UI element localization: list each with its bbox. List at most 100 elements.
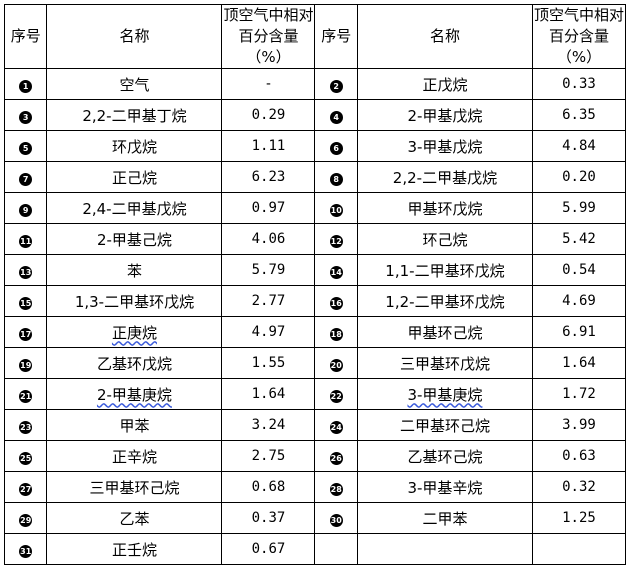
content-value: 4.06 — [251, 231, 286, 247]
table-body: 1 空气 - 2 正戊烷 0.33 3 2,2-二甲基丁烷 0.29 4 2-甲基戊烷 6.35 5 环戊… — [3, 68, 626, 565]
name-cell: 正庚烷 — [46, 316, 223, 348]
compound-name: 二甲基环己烷 — [399, 416, 490, 435]
table-row: 27 三甲基环己烷 0.68 28 3-甲基辛烷 0.32 — [3, 471, 626, 503]
content-value: 0.63 — [562, 448, 596, 464]
header-content-right: 顶空气中相对 百分含量（%） — [531, 4, 626, 69]
content-value: 5.99 — [562, 200, 596, 216]
seq-badge: 26 — [329, 452, 343, 465]
seq-badge: 7 — [19, 173, 33, 186]
compound-name: 苯 — [126, 261, 142, 280]
name-cell: 3-甲基戊烷 — [356, 130, 533, 162]
content-value: - — [264, 76, 273, 92]
header-content-line1: 顶空气中相对 — [533, 6, 624, 24]
content-cell: - — [221, 68, 316, 100]
table-row: 5 环戊烷 1.11 6 3-甲基戊烷 4.84 — [3, 130, 626, 162]
compound-name: 正戊烷 — [422, 75, 468, 94]
name-cell: 甲基环戊烷 — [356, 192, 533, 224]
seq-cell: 11 — [3, 223, 48, 255]
name-cell: 2,4-二甲基戊烷 — [46, 192, 223, 224]
content-cell: 0.20 — [531, 161, 626, 193]
compound-name: 1,1-二甲基环戊烷 — [385, 261, 505, 280]
seq-badge: 29 — [19, 514, 33, 527]
header-content-left: 顶空气中相对 百分含量（%） — [221, 4, 316, 69]
content-value: 0.67 — [251, 541, 286, 557]
content-cell: 6.35 — [531, 99, 626, 131]
seq-badge: 13 — [19, 266, 33, 279]
name-cell: 2-甲基庚烷 — [46, 378, 223, 410]
seq-cell: 18 — [314, 316, 358, 348]
content-value: 6.23 — [251, 169, 286, 185]
content-cell: 4.84 — [531, 130, 626, 162]
name-cell: 1,1-二甲基环戊烷 — [356, 254, 533, 286]
seq-badge: 3 — [19, 111, 33, 124]
compound-name: 正壬烷 — [111, 540, 157, 559]
table-row: 31 正壬烷 0.67 — [3, 533, 626, 565]
name-cell: 乙基环己烷 — [356, 440, 533, 472]
compound-name: 空气 — [119, 75, 150, 94]
name-cell: 正戊烷 — [356, 68, 533, 100]
seq-cell: 20 — [314, 347, 358, 379]
compound-name: 2-甲基戊烷 — [407, 106, 483, 125]
content-cell: 1.72 — [531, 378, 626, 410]
header-content-line2: 百分含量（%） — [238, 27, 299, 66]
seq-badge: 5 — [19, 142, 33, 155]
name-cell: 2,2-二甲基戊烷 — [356, 161, 533, 193]
seq-badge: 4 — [329, 111, 343, 124]
name-cell: 甲基环己烷 — [356, 316, 533, 348]
content-value: 2.77 — [251, 293, 286, 309]
content-cell: 5.79 — [221, 254, 316, 286]
table-row: 25 正辛烷 2.75 26 乙基环己烷 0.63 — [3, 440, 626, 472]
compound-name: 1,3-二甲基环戊烷 — [74, 292, 195, 311]
seq-cell: 30 — [314, 502, 358, 534]
content-value: 0.68 — [251, 479, 286, 495]
content-value: 0.33 — [562, 76, 596, 92]
seq-badge: 30 — [329, 514, 343, 527]
content-value: 0.97 — [251, 200, 286, 216]
name-cell: 3-甲基辛烷 — [356, 471, 533, 503]
compound-name: 3-甲基戊烷 — [407, 137, 483, 156]
content-cell: 3.24 — [221, 409, 316, 441]
content-cell: 5.42 — [531, 223, 626, 255]
content-value: 1.11 — [251, 138, 286, 154]
content-value: 1.55 — [251, 355, 286, 371]
seq-badge: 12 — [329, 235, 343, 248]
seq-cell: 16 — [314, 285, 358, 317]
content-cell: 1.64 — [221, 378, 316, 410]
content-value: 1.64 — [251, 386, 286, 402]
seq-badge: 15 — [19, 297, 33, 310]
header-name-left: 名称 — [46, 4, 223, 69]
content-value: 5.79 — [251, 262, 286, 278]
seq-badge: 22 — [329, 390, 343, 403]
seq-cell: 4 — [314, 99, 358, 131]
content-cell — [531, 533, 626, 565]
name-cell: 2,2-二甲基丁烷 — [46, 99, 223, 131]
seq-badge: 31 — [19, 545, 33, 558]
header-content-line2: 百分含量（%） — [548, 27, 609, 66]
name-cell: 苯 — [46, 254, 223, 286]
name-cell: 环己烷 — [356, 223, 533, 255]
seq-cell: 23 — [3, 409, 48, 441]
seq-badge: 19 — [19, 359, 33, 372]
content-cell: 2.77 — [221, 285, 316, 317]
seq-cell: 19 — [3, 347, 48, 379]
seq-badge: 18 — [329, 328, 343, 341]
compound-name: 三甲基环戊烷 — [399, 354, 490, 373]
content-cell: 0.32 — [531, 471, 626, 503]
header-name-right: 名称 — [356, 4, 533, 69]
seq-cell: 7 — [3, 161, 48, 193]
seq-badge: 28 — [329, 483, 343, 496]
seq-badge: 10 — [329, 204, 343, 217]
name-cell — [356, 533, 533, 565]
compound-name: 乙基环戊烷 — [96, 354, 172, 373]
compound-table: 序号 名称 顶空气中相对 百分含量（%） 序号 名称 顶空气中相对 百分含量（%… — [3, 4, 626, 565]
seq-badge: 23 — [19, 421, 33, 434]
seq-badge: 21 — [19, 390, 33, 403]
compound-name: 3-甲基庚烷 — [407, 385, 483, 404]
seq-badge: 2 — [329, 80, 343, 93]
seq-cell: 27 — [3, 471, 48, 503]
compound-name: 甲基环戊烷 — [407, 199, 483, 218]
seq-badge: 8 — [329, 173, 343, 186]
content-value: 4.69 — [562, 293, 596, 309]
content-cell: 4.97 — [221, 316, 316, 348]
name-cell: 三甲基环己烷 — [46, 471, 223, 503]
